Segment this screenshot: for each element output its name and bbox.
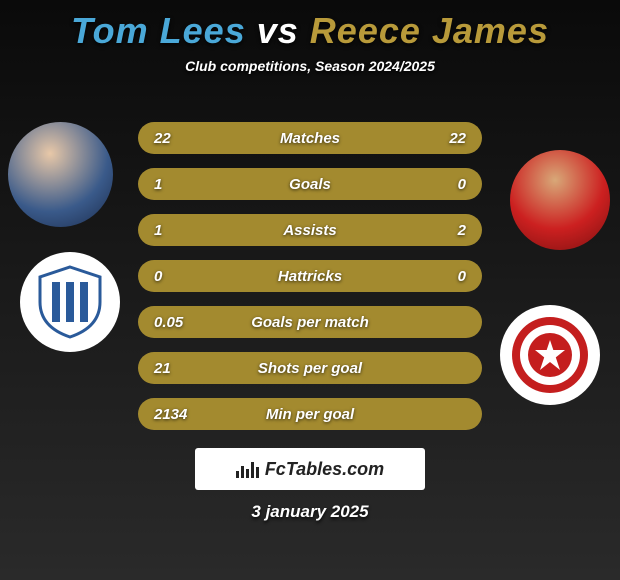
stat-p1-value: 1 bbox=[154, 176, 204, 193]
player1-avatar bbox=[8, 122, 113, 227]
site-logo: FcTables.com bbox=[195, 448, 425, 490]
stat-row: 1Assists2 bbox=[138, 214, 482, 246]
player2-name: Reece James bbox=[310, 10, 549, 51]
stat-row: 21Shots per goal bbox=[138, 352, 482, 384]
stat-p1-value: 21 bbox=[154, 360, 204, 377]
subtitle: Club competitions, Season 2024/2025 bbox=[0, 58, 620, 74]
club2-badge bbox=[500, 305, 600, 405]
stat-row: 0Hattricks0 bbox=[138, 260, 482, 292]
stat-p1-value: 0 bbox=[154, 268, 204, 285]
stats-table: 22Matches22 1Goals0 1Assists2 0Hattricks0 0.… bbox=[138, 122, 482, 444]
footer-date: 3 january 2025 bbox=[0, 502, 620, 522]
stat-p2-value: 2 bbox=[416, 222, 466, 239]
player1-name: Tom Lees bbox=[71, 10, 246, 51]
club1-badge bbox=[20, 252, 120, 352]
stat-p1-value: 2134 bbox=[154, 406, 204, 423]
stat-p2-value: 0 bbox=[416, 176, 466, 193]
player2-avatar bbox=[510, 150, 610, 250]
stat-p1-value: 22 bbox=[154, 130, 204, 147]
stat-p1-value: 0.05 bbox=[154, 314, 204, 331]
stat-row: 0.05Goals per match bbox=[138, 306, 482, 338]
site-label: FcTables.com bbox=[265, 459, 384, 480]
vs-text: vs bbox=[257, 10, 299, 51]
chart-icon bbox=[236, 460, 259, 478]
stat-row: 1Goals0 bbox=[138, 168, 482, 200]
stat-p2-value: 0 bbox=[416, 268, 466, 285]
comparison-title: Tom Lees vs Reece James bbox=[0, 0, 620, 52]
stat-p2-value: 22 bbox=[416, 130, 466, 147]
stat-row: 22Matches22 bbox=[138, 122, 482, 154]
stat-p1-value: 1 bbox=[154, 222, 204, 239]
stat-row: 2134Min per goal bbox=[138, 398, 482, 430]
